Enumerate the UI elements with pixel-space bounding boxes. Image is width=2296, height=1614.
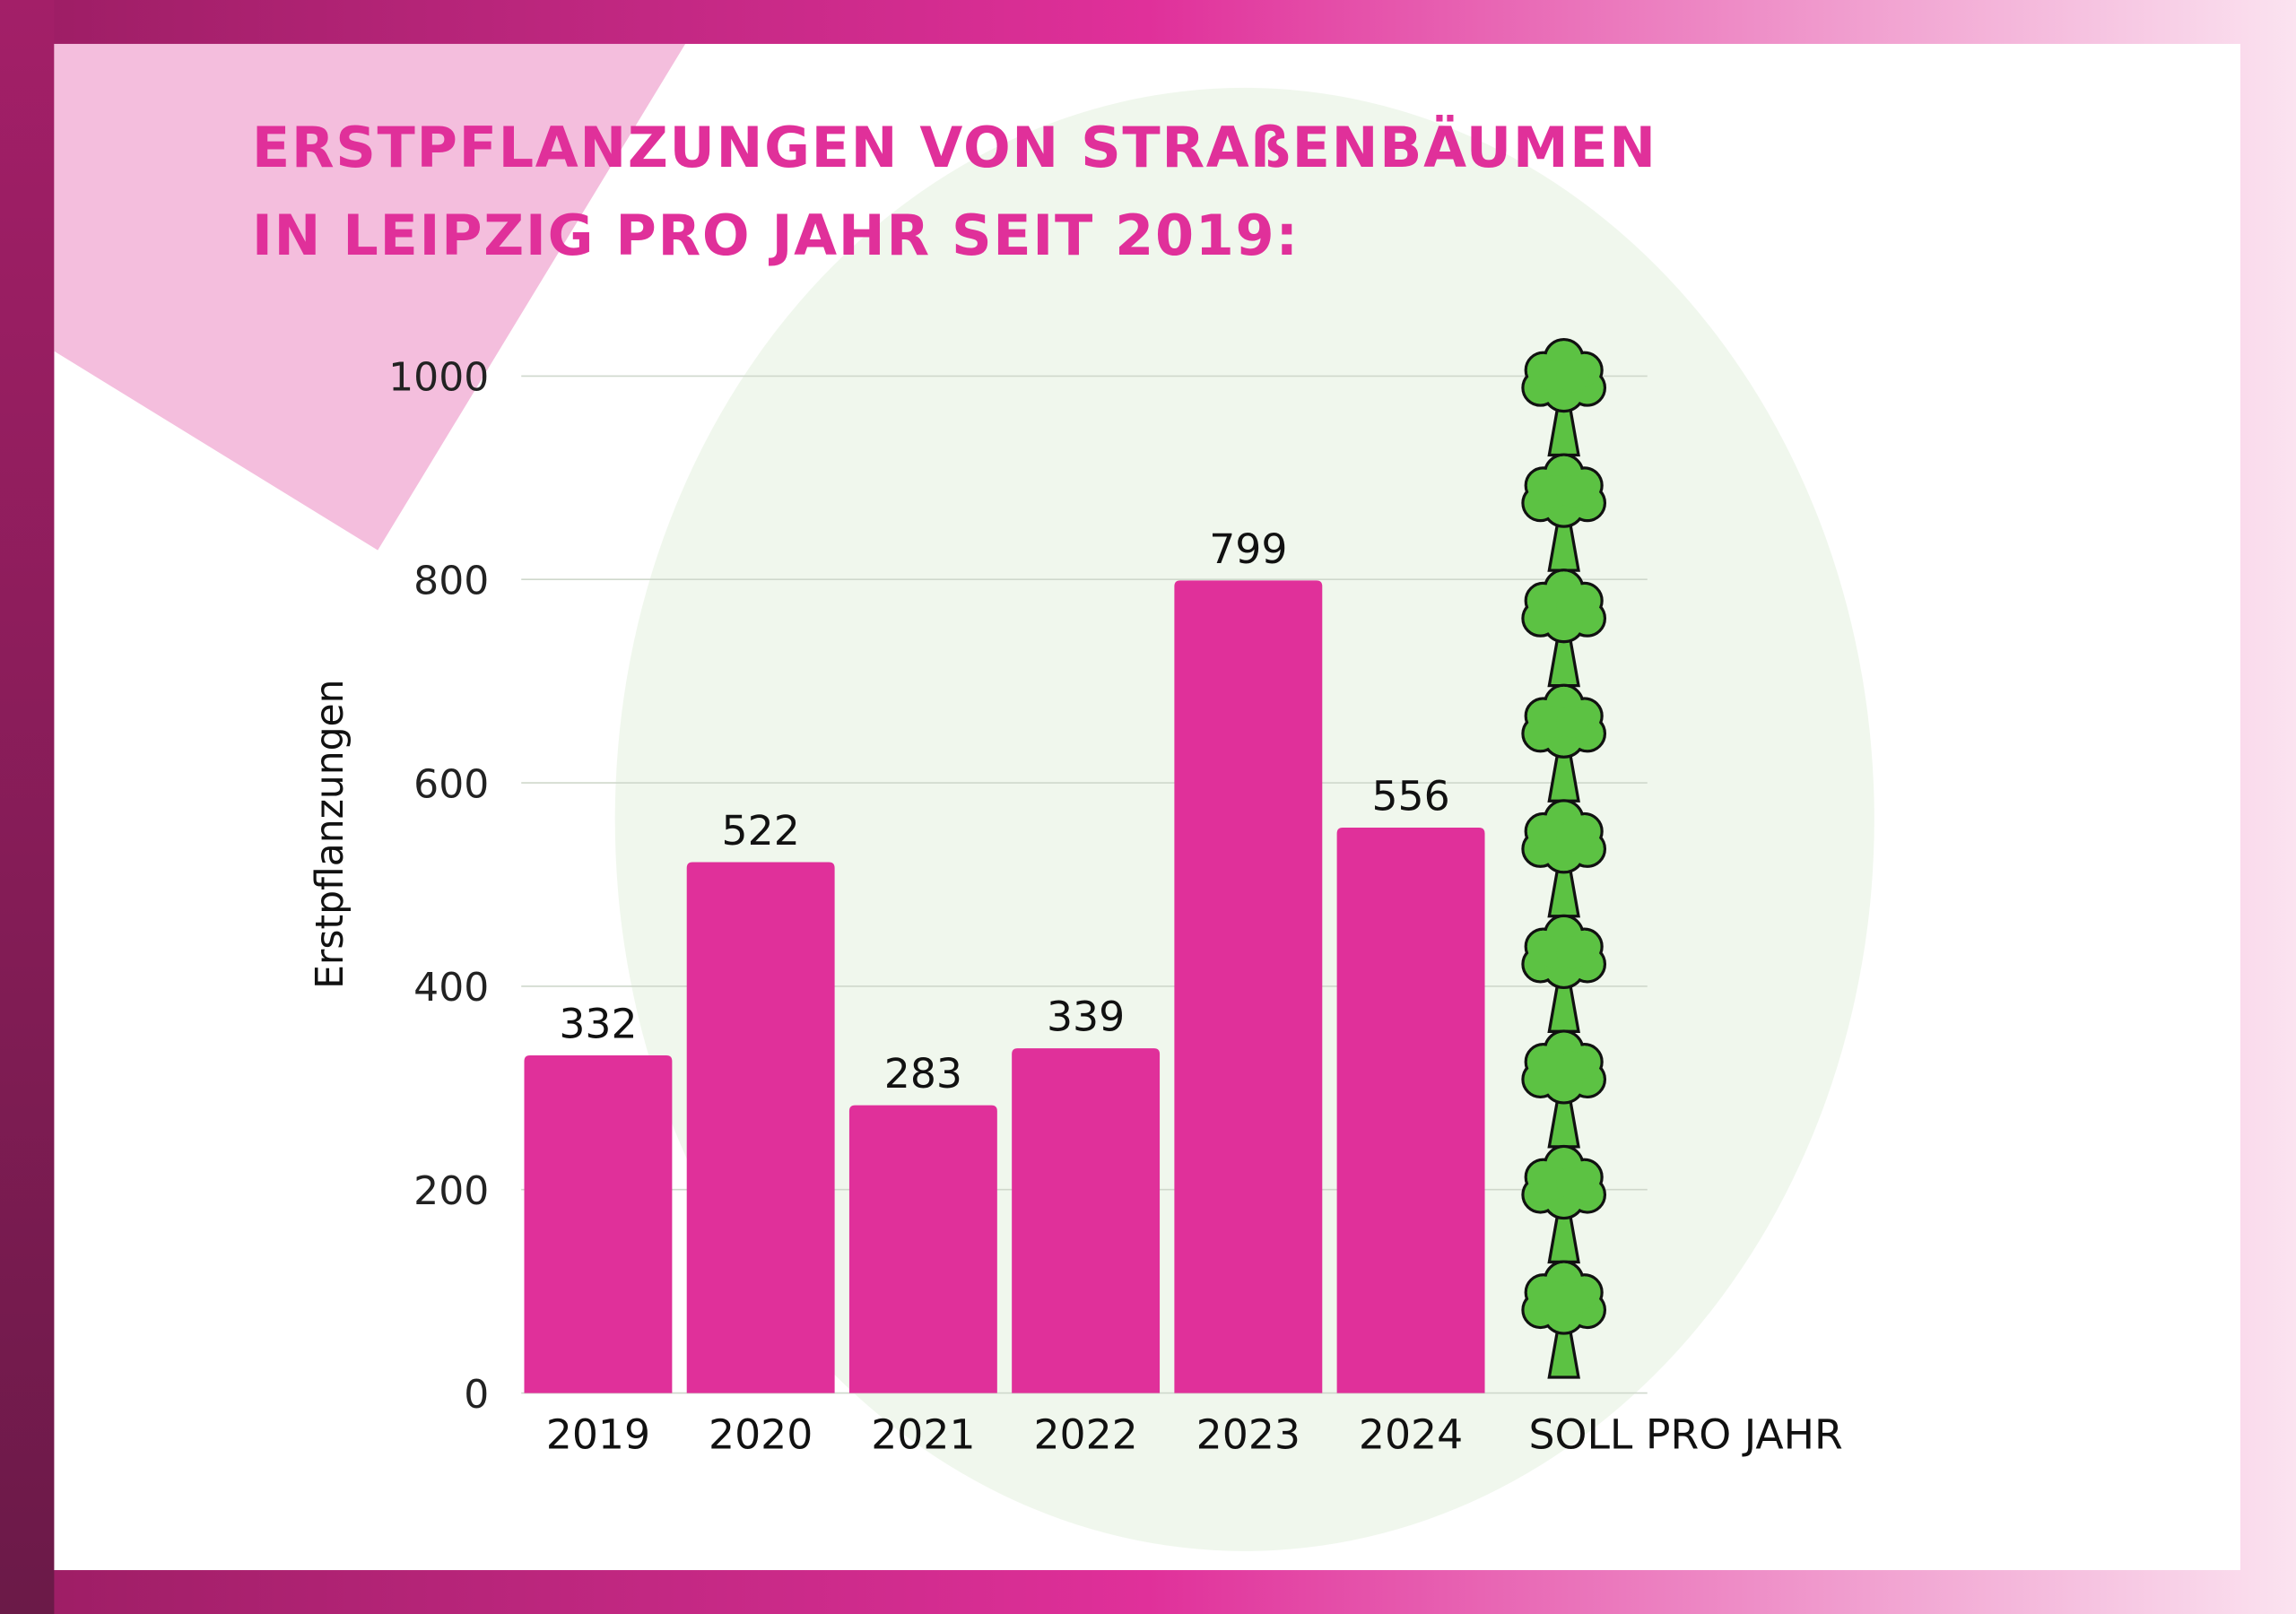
tree-crown-fill	[1556, 475, 1589, 508]
tree-icon	[1521, 453, 1607, 572]
chart-title: ERSTPFLANZUNGEN VON STRAßENBÄUMEN	[252, 115, 1657, 180]
y-tick-label: 0	[464, 1372, 489, 1418]
bar	[1174, 580, 1323, 1393]
bar	[524, 1055, 673, 1393]
tree-icon	[1521, 1260, 1607, 1379]
corner-decoration	[54, 43, 686, 551]
value-label: 332	[559, 1000, 637, 1047]
bar	[848, 1105, 997, 1393]
tree-crown-fill	[1556, 1281, 1589, 1315]
x-tick-label: 2019	[546, 1411, 650, 1459]
value-label: 799	[1209, 525, 1287, 573]
tree-icon	[1521, 1144, 1607, 1264]
x-tick-label: 2023	[1196, 1411, 1300, 1459]
tree-icon	[1521, 568, 1607, 688]
left-border	[0, 0, 55, 1614]
x-tick-label: 2020	[709, 1411, 813, 1459]
y-tick-label: 400	[413, 965, 489, 1011]
x-tick-label: 2021	[871, 1411, 975, 1459]
value-label: 522	[722, 807, 800, 855]
x-tick-label: 2022	[1033, 1411, 1137, 1459]
bar	[1336, 827, 1485, 1393]
tree-crown-fill	[1556, 820, 1589, 854]
value-label: 283	[884, 1050, 962, 1098]
tree-crown-fill	[1556, 706, 1589, 739]
bar	[686, 862, 835, 1393]
tree-crown-fill	[1556, 590, 1589, 623]
bar	[1012, 1048, 1161, 1393]
chart-title: IN LEIPZIG PRO JAHR SEIT 2019:	[252, 203, 1300, 268]
y-axis-title: Erstpflanzungen	[309, 679, 352, 988]
tree-crown-fill	[1556, 936, 1589, 969]
x-tick-label: SOLL PRO JAHR	[1528, 1411, 1842, 1459]
y-tick-label: 800	[413, 559, 489, 604]
value-label: 339	[1047, 994, 1125, 1041]
x-tick-label: 2024	[1359, 1411, 1463, 1459]
tree-crown-fill	[1556, 1051, 1589, 1084]
target-tree-stack	[1521, 337, 1607, 1379]
y-tick-label: 200	[413, 1168, 489, 1214]
tree-icon	[1521, 337, 1607, 457]
value-label: 556	[1371, 772, 1449, 820]
tree-crown-fill	[1556, 1167, 1589, 1200]
tree-icon	[1521, 683, 1607, 803]
y-tick-label: 1000	[388, 355, 489, 401]
y-tick-label: 600	[413, 761, 489, 807]
tree-crown-fill	[1556, 360, 1589, 393]
tree-icon	[1521, 914, 1607, 1033]
tree-icon	[1521, 799, 1607, 918]
tree-icon	[1521, 1029, 1607, 1149]
